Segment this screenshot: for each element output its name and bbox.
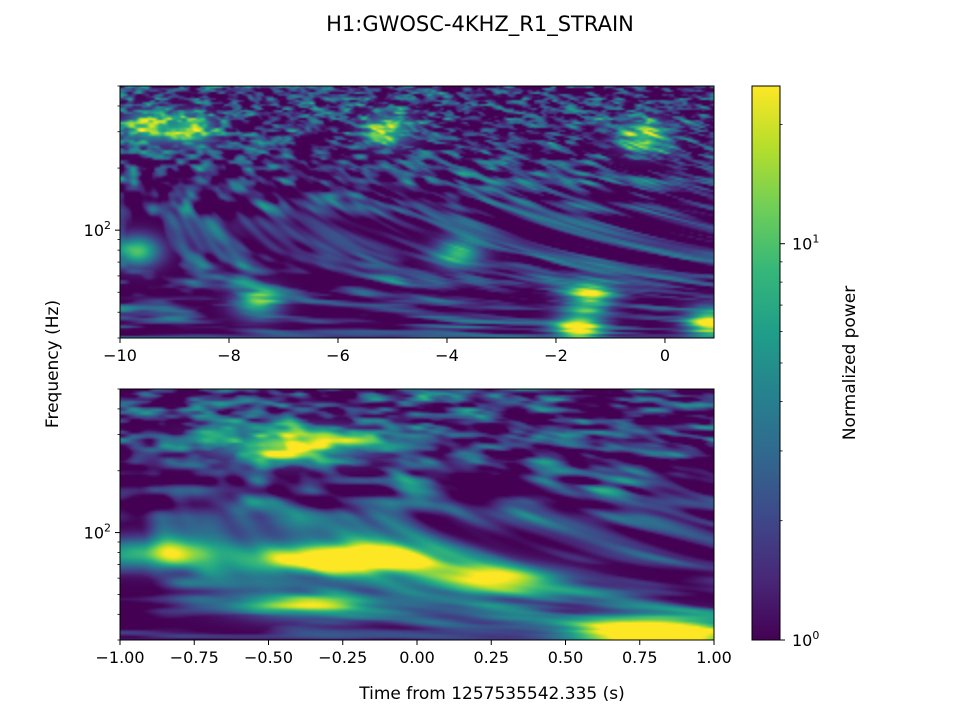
x-tick-label: −0.75: [170, 648, 219, 667]
x-tick-label: −2: [544, 346, 568, 365]
y-tick-label: 102: [84, 219, 111, 240]
colorbar-gradient: [752, 86, 780, 640]
x-tick-label: −1.00: [95, 648, 144, 667]
x-tick-label: 0.75: [622, 648, 658, 667]
x-tick-label: 1.00: [696, 648, 732, 667]
y-axis-label: Frequency (Hz): [43, 300, 63, 428]
spectrogram-image: [120, 86, 714, 338]
colorbar-tick-label: 101: [792, 233, 819, 254]
x-tick-label: −0.50: [244, 648, 293, 667]
x-tick-label: −8: [217, 346, 241, 365]
x-tick-label: 0: [660, 346, 670, 365]
panel-wide: −10 −8 −6 −4 −2 0 102: [84, 85, 715, 365]
y-ticks-zoom: 102: [84, 388, 120, 641]
colorbar-tick-label: 100: [792, 629, 819, 650]
x-tick-label: 0.50: [548, 648, 584, 667]
x-ticks-zoom: −1.00 −0.75 −0.50 −0.25 0.00 0.25 0.50 0.75 1.00: [95, 640, 732, 667]
panel-zoom: −1.00 −0.75 −0.50 −0.25 0.00 0.25 0.50 0.75 1.00…: [84, 388, 732, 667]
x-axis-label: Time from 1257535542.335 (s): [358, 684, 625, 704]
x-tick-label: 0.25: [473, 648, 509, 667]
x-tick-label: −0.25: [318, 648, 367, 667]
x-tick-label: 0.00: [399, 648, 435, 667]
spectrogram-image: [120, 389, 714, 640]
x-tick-label: −10: [103, 346, 137, 365]
x-tick-label: −4: [435, 346, 459, 365]
colorbar-ticks: 100 101: [780, 124, 819, 650]
colorbar-label: Normalized power: [840, 286, 860, 440]
axes-frame-wide: [119, 85, 715, 339]
y-tick-label: 102: [84, 522, 111, 543]
heatmap-zoom-view: [120, 389, 714, 640]
figure-title: H1:GWOSC-4KHZ_R1_STRAIN: [326, 12, 634, 37]
x-tick-label: −6: [326, 346, 350, 365]
y-ticks-wide: 102: [84, 85, 120, 339]
heatmap-wide-view: [120, 86, 714, 338]
colorbar: 100 101 Normalized power: [751, 85, 860, 650]
x-ticks-wide: −10 −8 −6 −4 −2 0: [103, 338, 670, 365]
